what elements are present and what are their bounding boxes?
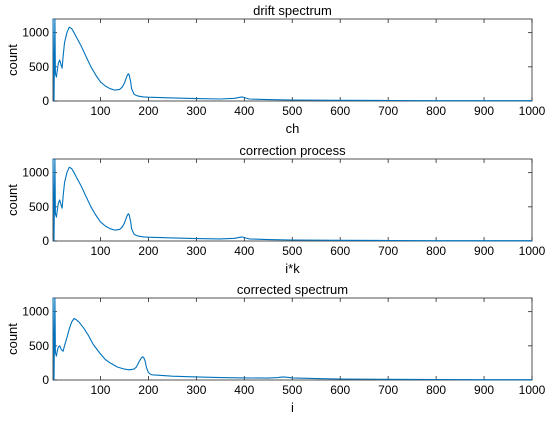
x-tick-label: 800 [426, 244, 446, 258]
x-tick-label: 700 [378, 383, 398, 397]
x-tick-label: 700 [378, 104, 398, 118]
x-tick-label: 200 [138, 383, 158, 397]
x-tick-label: 300 [186, 383, 206, 397]
x-tick-label: 500 [282, 244, 302, 258]
plot-frame [52, 297, 533, 381]
x-tick-label: 900 [474, 244, 494, 258]
y-tick-label: 0 [42, 94, 49, 108]
x-tick-label: 400 [234, 104, 254, 118]
x-tick-label: 500 [282, 383, 302, 397]
spectrum-line [52, 297, 532, 381]
y-axis-label: count [5, 44, 20, 76]
x-tick-label: 300 [186, 104, 206, 118]
spectrum-line [52, 158, 532, 242]
x-tick-label: 200 [138, 104, 158, 118]
x-tick-label: 100 [90, 383, 110, 397]
panel-title: corrected spectrum [237, 282, 348, 297]
x-tick-label: 600 [330, 244, 350, 258]
x-tick-label: 300 [186, 244, 206, 258]
x-tick-label: 600 [330, 383, 350, 397]
y-tick-label: 500 [29, 60, 49, 74]
x-tick-label: 500 [282, 104, 302, 118]
plot-frame [52, 18, 533, 102]
panel-title: drift spectrum [253, 3, 332, 18]
panel-corrected-spectrum: corrected spectrum i count 100 200 300 400 5… [5, 282, 546, 415]
y-tick-label: 1000 [22, 305, 49, 319]
x-tick-label: 400 [234, 383, 254, 397]
x-tick-label: 100 [90, 104, 110, 118]
x-tick-label: 100 [90, 244, 110, 258]
x-tick-label: 600 [330, 104, 350, 118]
x-tick-label: 900 [474, 104, 494, 118]
spectrum-line [52, 18, 532, 102]
x-axis-label: ch [286, 121, 300, 136]
x-tick-label: 1000 [519, 244, 546, 258]
panel-drift-spectrum: drift spectrum ch count 100 200 300 400 500 6… [5, 3, 546, 136]
y-tick-label: 1000 [22, 26, 49, 40]
panel-title: correction process [239, 143, 346, 158]
y-tick-label: 0 [42, 373, 49, 387]
x-tick-label: 1000 [519, 383, 546, 397]
x-tick-label: 200 [138, 244, 158, 258]
y-axis-label: count [5, 184, 20, 216]
x-tick-label: 900 [474, 383, 494, 397]
y-tick-label: 500 [29, 200, 49, 214]
x-tick-label: 700 [378, 244, 398, 258]
x-tick-label: 400 [234, 244, 254, 258]
x-axis-label: i [291, 400, 294, 415]
x-tick-label: 800 [426, 383, 446, 397]
y-tick-label: 0 [42, 234, 49, 248]
x-axis-label: i*k [285, 261, 300, 276]
x-tick-label: 1000 [519, 104, 546, 118]
y-axis-label: count [5, 323, 20, 355]
plot-frame [52, 158, 533, 242]
x-tick-label: 800 [426, 104, 446, 118]
y-tick-label: 500 [29, 339, 49, 353]
panel-correction-process: correction process i*k count 100 200 300 40… [5, 143, 546, 276]
y-tick-label: 1000 [22, 166, 49, 180]
